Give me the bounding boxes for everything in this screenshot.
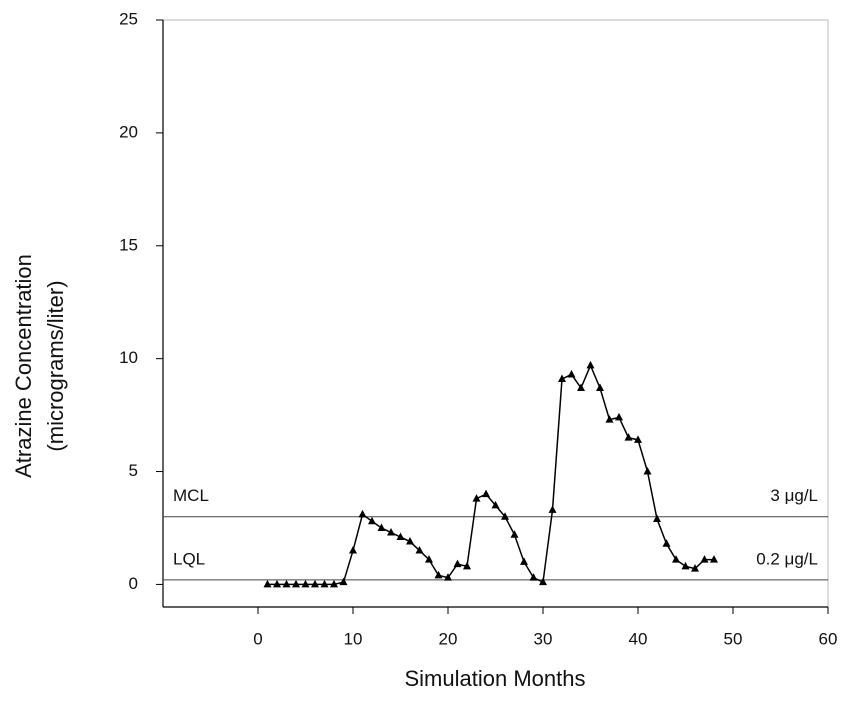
y-tick-label: 20: [119, 122, 138, 141]
data-marker: [491, 500, 500, 509]
reference-label: LQL: [173, 549, 205, 568]
data-marker: [368, 516, 376, 525]
data-marker: [396, 532, 405, 541]
data-marker: [605, 415, 614, 423]
data-marker: [700, 555, 709, 563]
x-tick-label: 30: [534, 629, 553, 648]
data-marker: [339, 577, 348, 586]
data-marker: [510, 530, 519, 538]
data-marker: [577, 383, 585, 392]
data-marker: [463, 561, 471, 570]
y-axis-label: Atrazine Concentration: [11, 254, 36, 478]
x-tick-label: 40: [629, 629, 648, 648]
data-marker: [472, 494, 481, 502]
data-marker: [273, 579, 281, 588]
data-marker: [453, 559, 462, 568]
data-marker: [501, 512, 509, 520]
data-marker: [520, 557, 528, 565]
plot-frame: [162, 19, 829, 608]
x-tick-label: 10: [344, 629, 363, 648]
data-marker: [301, 579, 310, 588]
data-marker: [653, 514, 661, 522]
data-marker: [586, 360, 595, 369]
reference-label: MCL: [173, 486, 209, 505]
data-marker: [263, 579, 272, 588]
data-marker: [292, 579, 300, 588]
data-marker: [615, 412, 623, 421]
data-marker: [387, 527, 395, 536]
data-marker: [643, 467, 652, 475]
data-marker: [425, 555, 433, 563]
x-tick-label: 0: [253, 629, 262, 648]
data-marker: [634, 435, 642, 443]
data-marker: [567, 369, 576, 378]
data-marker: [691, 564, 699, 572]
data-marker: [548, 505, 557, 513]
y-tick-label: 15: [119, 235, 138, 254]
x-axis-label: Simulation Months: [405, 666, 586, 691]
data-marker: [320, 579, 329, 588]
data-marker: [539, 577, 547, 586]
data-marker: [596, 383, 604, 392]
data-marker: [529, 573, 538, 581]
data-marker: [330, 579, 338, 588]
data-marker: [558, 374, 566, 382]
data-marker: [415, 546, 424, 554]
data-marker: [672, 555, 680, 563]
reference-label: 0.2 μg/L: [756, 549, 818, 568]
data-marker: [681, 561, 690, 570]
data-marker: [710, 555, 718, 563]
x-tick-label: 20: [439, 629, 458, 648]
data-marker: [377, 523, 386, 531]
x-tick-label: 50: [724, 629, 743, 648]
data-marker: [662, 539, 671, 547]
data-marker: [624, 433, 633, 441]
data-marker: [282, 579, 291, 588]
x-tick-label: 60: [819, 629, 838, 648]
y-tick-label: 0: [129, 574, 138, 593]
data-marker: [444, 573, 452, 581]
data-marker: [311, 579, 319, 588]
y-tick-label: 25: [119, 9, 138, 28]
data-marker: [358, 509, 367, 518]
data-marker: [406, 537, 414, 545]
reference-label: 3 μg/L: [770, 486, 818, 505]
data-marker: [434, 570, 443, 579]
data-marker: [349, 546, 357, 554]
data-marker: [482, 489, 490, 498]
data-line: [267, 363, 714, 586]
y-tick-label: 10: [119, 348, 138, 367]
y-tick-label: 5: [129, 461, 138, 480]
y-axis-label: (micrograms/liter): [43, 280, 68, 451]
